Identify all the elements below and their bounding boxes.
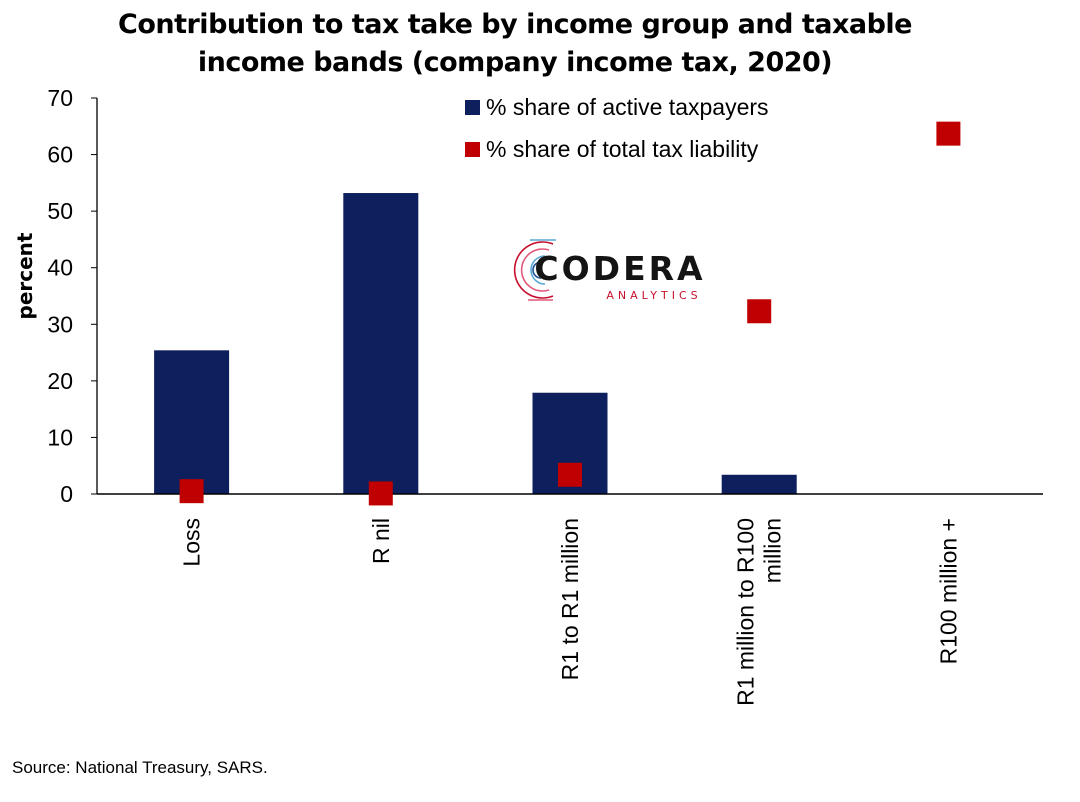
chart-title-line-1: Contribution to tax take by income group… [118,9,912,40]
y-tick-label: 0 [60,481,73,507]
marker [936,121,961,146]
y-tick-label: 10 [47,424,73,450]
marker [747,299,772,324]
x-tick-label: million [760,518,786,583]
y-tick-label: 20 [47,368,73,394]
x-tick-label: R nil [368,518,394,564]
y-tick-label: 60 [47,142,73,168]
legend-swatch [465,100,480,115]
codera-watermark: CODERA ANALYTICS [513,239,705,302]
y-tick-label: 50 [47,198,73,224]
source-note: Source: National Treasury, SARS. [12,758,268,777]
legend: % share of active taxpayers % share of to… [465,94,769,162]
chart-title-line-2: income bands (company income tax, 2020) [197,47,833,78]
x-tick-label: Loss [179,518,205,567]
y-tick-label: 70 [47,85,73,111]
x-tick-label: R1 million to R100 [733,518,759,706]
codera-logo-mark [513,239,556,301]
bar [721,474,797,494]
legend-label: % share of total tax liability [486,136,759,162]
legend-label: % share of active taxpayers [486,94,769,120]
marker [368,481,393,506]
y-axis-label: percent [13,232,37,319]
x-tick-label: R1 to R1 million [557,518,583,680]
bar [343,193,419,495]
x-tick-label: R100 million + [935,518,961,664]
watermark-sub: ANALYTICS [606,289,701,302]
chart-title: Contribution to tax take by income group… [0,6,1030,82]
legend-swatch [465,142,480,157]
bar [154,350,230,494]
y-tick-label: 40 [47,255,73,281]
plot-area: 0 10 20 30 40 50 60 70 Loss R nil R1 to R1 million… [47,85,1043,706]
y-tick-label: 30 [47,311,73,337]
marker [179,479,204,504]
marker [558,462,582,487]
watermark-brand: CODERA [534,249,705,288]
